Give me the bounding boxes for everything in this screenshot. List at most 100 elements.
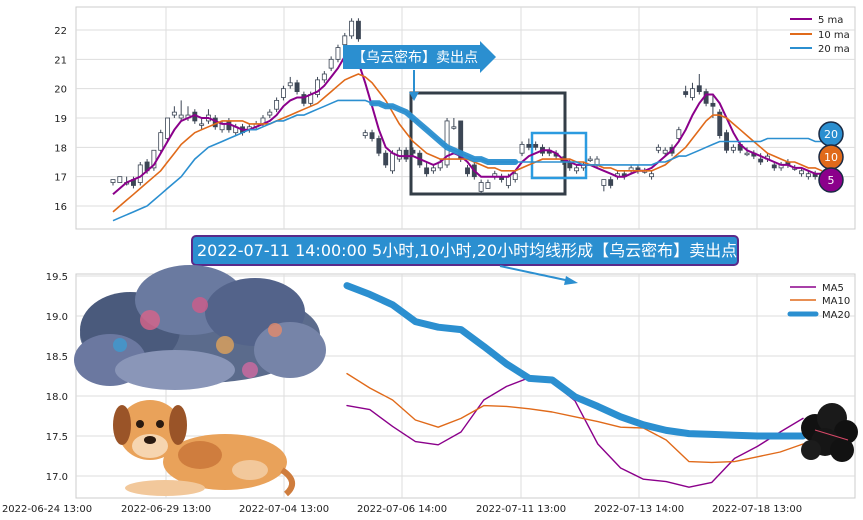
storm-cloud-icon (74, 265, 326, 390)
x-tick-label: 2022-07-18 13:00 (712, 504, 802, 515)
bottom-x-ticks: 2022-06-24 13:00 2022-06-29 13:00 2022-07-… (2, 504, 802, 515)
candle-body (710, 102, 716, 107)
bottom-y-tick-label: 17.0 (46, 472, 68, 483)
candle-body (390, 152, 395, 172)
sell-point-callout: 【乌云密布】卖出点 (343, 41, 496, 101)
candle-body (662, 149, 668, 154)
bottom-y-ticks: 17.0 17.5 18.0 18.5 19.0 19.5 (46, 272, 68, 483)
candle-body (178, 114, 184, 119)
candle-body (512, 173, 518, 181)
candle-body (199, 123, 205, 126)
candle-body (587, 158, 593, 161)
top-ma-lines (112, 48, 823, 222)
candle-body (321, 73, 327, 81)
bottom-series-MA20 (343, 282, 807, 440)
legend-20ma: 20 ma (818, 44, 850, 55)
bottom-series-MA5 (346, 376, 804, 488)
candle-body (280, 88, 286, 98)
candle-body (267, 111, 273, 116)
top-y-tick-label: 19 (54, 114, 67, 125)
banner-text: 2022-07-11 14:00:00 5小时,10小时,20小时均线形成【乌云… (197, 241, 737, 260)
candle-body (165, 117, 170, 139)
candle-body (799, 170, 804, 175)
candle-body (410, 149, 416, 154)
bottom-y-tick-label: 19.5 (46, 272, 68, 283)
candle-body (301, 94, 307, 104)
dark-cloud-icon (801, 403, 858, 462)
bottom-y-tick-label: 19.0 (46, 312, 68, 323)
candle-body (744, 152, 750, 156)
cloud-pattern-box (409, 91, 567, 196)
x-tick-label: 2022-06-24 13:00 (2, 504, 92, 515)
candle-body (574, 167, 580, 172)
bottom-series-MA10 (346, 372, 804, 464)
top-legend: 5 ma 10 ma 20 ma (790, 15, 850, 55)
candle-body (424, 167, 430, 175)
top-y-ticks: 16 17 18 19 20 21 22 (54, 26, 67, 213)
bottom-y-tick-label: 18.0 (46, 392, 68, 403)
candle-body (717, 111, 723, 136)
top-y-tick-label: 20 (54, 85, 67, 96)
ma20-badge-label: 20 (824, 128, 838, 141)
candle-body (758, 158, 764, 163)
candle-body (533, 143, 539, 148)
candle-body (771, 164, 777, 169)
candle-body (690, 88, 695, 98)
candle-body (151, 149, 157, 169)
bottom-ma-lines (343, 282, 807, 488)
ma20-highlight (369, 100, 519, 165)
candle-body (383, 152, 389, 166)
candle-body (526, 143, 532, 148)
candle-body (655, 146, 661, 151)
ma10-badge-label: 10 (824, 151, 838, 164)
ma10-badge: 10 (818, 144, 844, 170)
candle-body (430, 167, 436, 172)
candle-body (362, 132, 368, 137)
legend-5ma: 5 ma (818, 15, 843, 26)
ma5-badge-label: 5 (828, 174, 835, 187)
candle-body (349, 20, 355, 37)
candle-body (315, 79, 320, 95)
candle-body (342, 35, 348, 46)
candle-body (478, 182, 484, 192)
x-tick-label: 2022-07-06 14:00 (357, 504, 447, 515)
candle-body (594, 158, 600, 166)
candle-body (805, 173, 811, 178)
legend-ma10: MA10 (822, 296, 850, 307)
candle-body (730, 146, 736, 151)
x-tick-label: 2022-07-11 13:00 (476, 504, 566, 515)
candle-body (601, 179, 607, 186)
candle-body (369, 132, 375, 139)
top-y-tick-label: 16 (54, 202, 67, 213)
top-y-tick-label: 21 (54, 55, 67, 66)
candle-body (519, 143, 525, 154)
candle-body (287, 82, 293, 87)
top-series-5-ma (112, 48, 822, 196)
legend-10ma: 10 ma (818, 30, 850, 41)
candle-body (505, 176, 511, 186)
candle-body (355, 20, 361, 40)
bottom-y-tick-label: 17.5 (46, 432, 68, 443)
bottom-legend: MA5 MA10 MA20 (787, 283, 850, 321)
top-y-tick-label: 18 (54, 143, 67, 154)
candle-body (335, 47, 341, 60)
ma20-badge: 20 (818, 121, 844, 147)
candle-body (676, 129, 682, 139)
candle-body (117, 176, 123, 183)
candle-body (649, 173, 655, 178)
legend-ma5: MA5 (822, 283, 844, 294)
x-tick-label: 2022-07-13 14:00 (594, 504, 684, 515)
candle-body (294, 82, 300, 93)
x-tick-label: 2022-06-29 13:00 (121, 504, 211, 515)
candle-body (683, 91, 689, 95)
x-tick-label: 2022-07-04 13:00 (239, 504, 329, 515)
candle-body (696, 85, 702, 92)
candle-body (328, 58, 334, 69)
candle-body (485, 182, 491, 189)
candle-body (451, 126, 457, 129)
candle-body (137, 164, 143, 183)
callout-label: 【乌云密布】卖出点 (352, 49, 478, 66)
candle-body (608, 179, 614, 186)
signal-banner: 2022-07-11 14:00:00 5小时,10小时,20小时均线形成【乌云… (191, 235, 739, 285)
